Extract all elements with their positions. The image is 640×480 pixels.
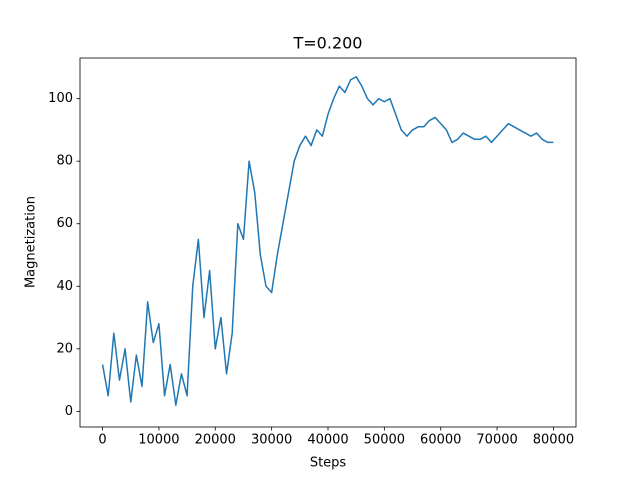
x-tick-label: 80000	[533, 433, 574, 448]
x-tick-label: 70000	[476, 433, 517, 448]
chart-title: T=0.200	[293, 34, 363, 53]
x-tick-label: 40000	[307, 433, 348, 448]
y-tick-label: 100	[48, 91, 73, 106]
y-axis-label: Magnetization	[24, 196, 39, 288]
data-line	[101, 76, 554, 406]
x-tick-label: 30000	[251, 433, 292, 448]
plot-frame	[79, 57, 577, 428]
x-tick-label: 60000	[420, 433, 461, 448]
y-tick-label: 0	[65, 404, 73, 419]
x-tick-label: 0	[98, 433, 106, 448]
x-tick-label: 50000	[364, 433, 405, 448]
x-tick-label: 10000	[138, 433, 179, 448]
y-tick-label: 20	[56, 341, 73, 356]
y-tick-label: 80	[56, 154, 73, 169]
x-tick-label: 20000	[195, 433, 236, 448]
y-tick-label: 40	[56, 279, 73, 294]
x-axis-label: Steps	[310, 456, 347, 471]
y-tick-label: 60	[56, 216, 73, 231]
